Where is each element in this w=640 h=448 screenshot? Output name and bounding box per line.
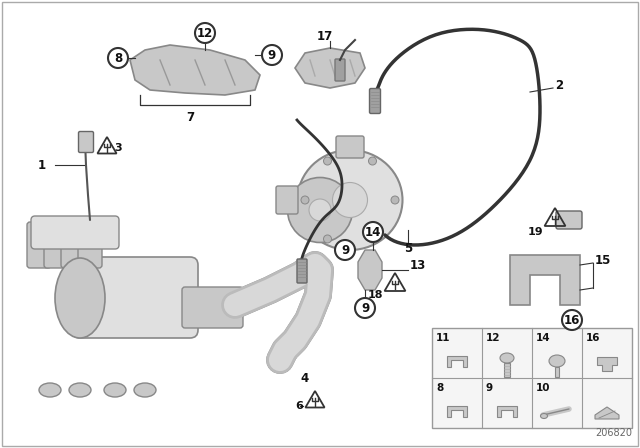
FancyBboxPatch shape: [556, 211, 582, 229]
Polygon shape: [447, 356, 467, 367]
Text: 10: 10: [536, 383, 550, 393]
Text: 16: 16: [586, 333, 600, 343]
Ellipse shape: [104, 383, 126, 397]
FancyBboxPatch shape: [31, 216, 119, 249]
Text: 13: 13: [410, 258, 426, 271]
Ellipse shape: [333, 182, 367, 217]
FancyBboxPatch shape: [79, 132, 93, 152]
Text: 9: 9: [361, 302, 369, 314]
Text: 9: 9: [268, 48, 276, 61]
Polygon shape: [447, 406, 467, 417]
Circle shape: [195, 23, 215, 43]
Polygon shape: [510, 255, 580, 305]
Circle shape: [369, 157, 376, 165]
Text: 9: 9: [486, 383, 493, 393]
Text: 16: 16: [564, 314, 580, 327]
Circle shape: [323, 157, 332, 165]
FancyBboxPatch shape: [369, 89, 381, 113]
Circle shape: [108, 48, 128, 68]
Text: 18: 18: [367, 290, 383, 300]
Ellipse shape: [39, 383, 61, 397]
FancyBboxPatch shape: [78, 222, 102, 268]
Text: 4: 4: [301, 371, 309, 384]
Text: 6: 6: [295, 401, 303, 411]
Text: 17: 17: [317, 30, 333, 43]
Text: 3: 3: [114, 143, 122, 153]
Ellipse shape: [69, 383, 91, 397]
Text: 11: 11: [436, 333, 451, 343]
Text: 8: 8: [436, 383, 444, 393]
Text: 9: 9: [341, 244, 349, 257]
Polygon shape: [358, 250, 382, 290]
Ellipse shape: [309, 199, 331, 221]
Text: 1: 1: [38, 159, 46, 172]
FancyBboxPatch shape: [182, 287, 243, 328]
Polygon shape: [595, 407, 619, 419]
Polygon shape: [597, 357, 617, 371]
Ellipse shape: [541, 414, 547, 418]
FancyBboxPatch shape: [72, 257, 198, 338]
Polygon shape: [295, 48, 365, 88]
Text: 2: 2: [555, 78, 563, 91]
FancyBboxPatch shape: [335, 59, 345, 81]
Circle shape: [323, 235, 332, 243]
Bar: [504, 363, 510, 377]
Ellipse shape: [287, 177, 353, 242]
Bar: [555, 367, 559, 377]
Circle shape: [262, 45, 282, 65]
Ellipse shape: [134, 383, 156, 397]
Text: 14: 14: [536, 333, 550, 343]
Text: 8: 8: [114, 52, 122, 65]
Circle shape: [301, 196, 309, 204]
Circle shape: [562, 310, 582, 330]
Circle shape: [363, 222, 383, 242]
Circle shape: [335, 240, 355, 260]
FancyBboxPatch shape: [276, 186, 298, 214]
Circle shape: [369, 235, 376, 243]
Text: 19: 19: [527, 227, 543, 237]
Text: 14: 14: [365, 225, 381, 238]
Text: 15: 15: [595, 254, 611, 267]
Text: 7: 7: [186, 111, 194, 124]
Ellipse shape: [549, 355, 565, 367]
FancyBboxPatch shape: [44, 222, 68, 268]
Polygon shape: [497, 406, 517, 417]
Ellipse shape: [55, 258, 105, 338]
Circle shape: [391, 196, 399, 204]
Ellipse shape: [298, 150, 403, 250]
Text: 12: 12: [197, 26, 213, 39]
FancyBboxPatch shape: [61, 222, 85, 268]
Text: 5: 5: [404, 241, 412, 254]
FancyBboxPatch shape: [336, 136, 364, 158]
Bar: [432, 328, 632, 428]
Text: 12: 12: [486, 333, 500, 343]
FancyBboxPatch shape: [27, 222, 51, 268]
Circle shape: [355, 298, 375, 318]
Text: 206820: 206820: [595, 428, 632, 438]
FancyBboxPatch shape: [297, 259, 307, 283]
Polygon shape: [130, 45, 260, 95]
Ellipse shape: [500, 353, 514, 363]
